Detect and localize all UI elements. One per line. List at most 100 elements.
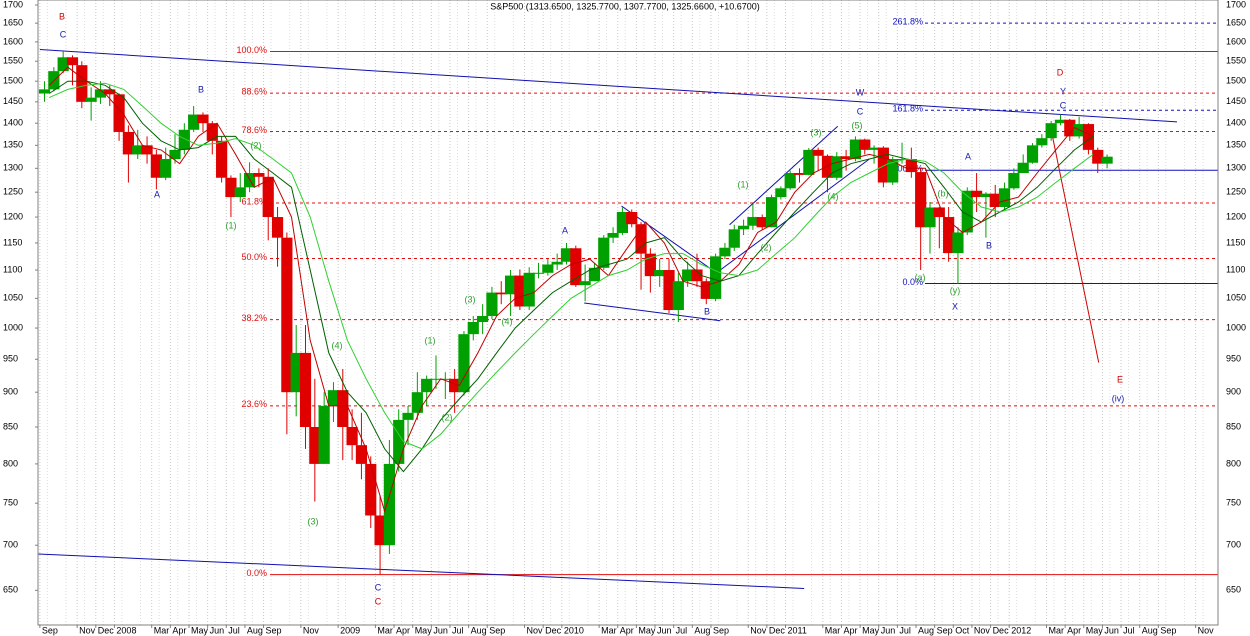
wave-label: (iv) xyxy=(1112,393,1125,403)
candle-body xyxy=(1008,173,1020,189)
fib-levels: 100.0% 88.6% 78.6% 61.8% 50.0% 38.2% 23.6% 0.0%… xyxy=(236,17,1218,578)
candle-body xyxy=(122,131,135,155)
x-tick-label: 2012 xyxy=(1011,625,1031,635)
y-tick-label-right: 950 xyxy=(1226,354,1241,364)
y-tick-label: 900 xyxy=(3,387,18,397)
fib-label: 100.0% xyxy=(236,45,267,55)
x-tick-label: Sep xyxy=(266,625,282,635)
candle-body xyxy=(421,378,433,393)
wave-label: (2) xyxy=(442,412,453,422)
candle-body xyxy=(877,147,889,183)
candle-body xyxy=(784,173,796,189)
x-tick-label: Jul xyxy=(676,625,688,635)
wave-label: C xyxy=(1060,100,1067,110)
y-tick-label-right: 1350 xyxy=(1226,140,1246,150)
candle-body xyxy=(411,392,423,413)
candle-body xyxy=(971,190,983,198)
candle-body xyxy=(374,515,386,546)
candle-body xyxy=(253,173,265,177)
y-tick-label: 1350 xyxy=(3,140,23,150)
y-tick-label: 1500 xyxy=(3,76,23,86)
wave-label: (y) xyxy=(950,285,961,295)
y-tick-label-right: 900 xyxy=(1226,387,1241,397)
wave-label: W xyxy=(856,87,865,97)
x-tick-label: Apr xyxy=(620,625,634,635)
wave-label: B xyxy=(986,240,992,250)
y-tick-label: 1700 xyxy=(3,0,23,9)
chart-title: S&P500 (1313.6500, 1325.7700, 1307.7700,… xyxy=(490,1,760,11)
wave-label: C xyxy=(857,106,864,116)
candle-body xyxy=(383,463,395,546)
wave-label: A xyxy=(562,225,568,235)
candle-body xyxy=(94,89,107,98)
x-tick-label: Nov xyxy=(527,625,544,635)
x-tick-label: Jun xyxy=(1104,625,1119,635)
candle-body xyxy=(1017,162,1029,174)
y-tick-label: 950 xyxy=(3,354,18,364)
wave-label: (a) xyxy=(915,272,926,282)
candle-body xyxy=(961,190,973,233)
y-tick-label-right: 1500 xyxy=(1226,76,1246,86)
wave-label: Y xyxy=(1060,86,1066,96)
x-tick-label: Aug xyxy=(247,625,263,635)
fib-label: 0.0% xyxy=(246,568,267,578)
candle-body xyxy=(355,445,368,464)
candle-body xyxy=(1045,123,1057,139)
y-tick-label-right: 1150 xyxy=(1226,237,1245,247)
x-tick-label: Jun xyxy=(657,625,672,635)
y-tick-label-right: 1000 xyxy=(1226,322,1246,332)
x-tick-label: Sep xyxy=(489,625,505,635)
candle-body xyxy=(821,155,834,178)
y-tick-label-right: 1650 xyxy=(1226,18,1246,28)
x-tick-label: Sep xyxy=(42,625,58,635)
x-tick-label: Jun xyxy=(433,625,448,635)
x-tick-label: Mar xyxy=(825,625,841,635)
candle-body xyxy=(262,176,274,218)
y-tick-label: 750 xyxy=(3,498,18,508)
candle-body xyxy=(337,390,349,427)
candle-body xyxy=(849,139,862,160)
trend-line xyxy=(39,49,1178,123)
candle-body xyxy=(76,65,88,102)
wave-label: C xyxy=(375,582,382,592)
x-tick-label: Jul xyxy=(899,625,911,635)
x-tick-label: May xyxy=(638,625,656,635)
candle-body xyxy=(737,225,750,230)
candle-body xyxy=(514,275,526,307)
x-tick-label: May xyxy=(1086,625,1104,635)
y-tick-label: 1050 xyxy=(3,293,23,303)
candle-body xyxy=(132,145,144,155)
x-tick-label: 2009 xyxy=(340,625,360,635)
y-tick-label: 800 xyxy=(3,458,18,468)
candle-body xyxy=(542,264,554,273)
trend-line xyxy=(621,205,721,276)
moving-average xyxy=(48,66,1094,514)
candle-body xyxy=(523,272,535,307)
wave-label: X xyxy=(952,301,958,311)
candle-body xyxy=(504,275,517,295)
x-tick-label: Apr xyxy=(172,625,186,635)
y-tick-label: 700 xyxy=(3,540,18,550)
plot xyxy=(37,49,1178,589)
candle-body xyxy=(327,390,340,406)
y-tick-label: 650 xyxy=(3,585,18,595)
y-tick-label-right: 750 xyxy=(1226,498,1241,508)
candle-body xyxy=(719,247,731,257)
wave-label: (1) xyxy=(226,220,237,230)
candle-body xyxy=(225,177,237,198)
x-tick-label: Jul xyxy=(228,625,240,635)
x-tick-label: Nov xyxy=(79,625,96,635)
x-tick-label: 2010 xyxy=(564,625,584,635)
fib-label: 261.8% xyxy=(892,17,923,27)
fib-label: 50.0% xyxy=(241,252,267,262)
candle-body xyxy=(840,156,852,160)
wave-label: (b) xyxy=(938,188,949,198)
y-tick-label-right: 1550 xyxy=(1226,56,1246,66)
x-tick-label: Jul xyxy=(452,625,464,635)
trend-line xyxy=(584,302,721,322)
y-tick-label: 1450 xyxy=(3,96,23,106)
moving-average xyxy=(48,82,1094,450)
candle-body xyxy=(859,139,871,150)
x-tick-label: Aug xyxy=(471,625,487,635)
y-tick-label-right: 1450 xyxy=(1226,96,1246,106)
